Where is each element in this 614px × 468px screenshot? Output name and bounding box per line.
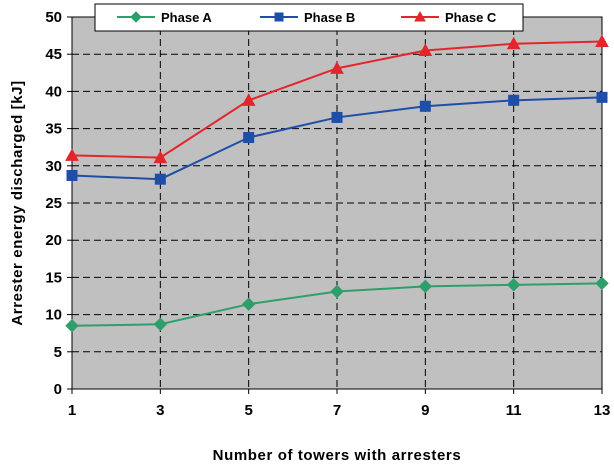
y-tick-label: 5 (54, 344, 62, 361)
data-point-phase-c (418, 43, 433, 56)
x-tick-label: 3 (156, 402, 164, 419)
x-axis-title: Number of towers with arresters (213, 447, 462, 464)
y-tick-label: 0 (54, 381, 62, 398)
data-point-phase-c (330, 61, 344, 74)
legend-label: Phase B (304, 10, 355, 25)
data-point-phase-c (241, 93, 256, 106)
series-phase-a (65, 276, 609, 333)
y-tick-label: 10 (45, 307, 62, 324)
series-layer (65, 34, 609, 333)
data-point-phase-b (66, 169, 78, 181)
legend-marker (414, 10, 426, 22)
data-point-phase-a (418, 279, 433, 294)
data-point-phase-c (595, 34, 609, 48)
data-point-phase-b (596, 91, 608, 103)
y-tick-label: 20 (45, 232, 62, 249)
series-phase-c (65, 34, 609, 164)
x-tick-label: 9 (421, 402, 429, 419)
data-point-phase-c (153, 150, 168, 164)
data-point-phase-b (243, 132, 255, 144)
data-point-phase-a (65, 319, 79, 333)
y-tick-label: 35 (45, 121, 62, 138)
data-point-phase-a (595, 276, 609, 291)
data-point-phase-a (153, 317, 168, 331)
data-point-phase-c (65, 148, 79, 161)
x-tick-label: 11 (506, 402, 522, 419)
y-tick-label: 45 (45, 46, 62, 63)
legend-items: Phase A Phase B Phase C (117, 10, 497, 25)
y-tick-label: 50 (45, 9, 62, 26)
legend-marker (130, 11, 142, 23)
legend-item-phase-a: Phase A (117, 10, 212, 25)
y-tick-label: 25 (45, 195, 62, 212)
y-tick-label: 15 (45, 269, 62, 286)
y-tick-label: 40 (45, 83, 62, 100)
data-point-phase-a (241, 297, 256, 311)
data-point-phase-a (506, 278, 521, 292)
y-axis-title: Arrester energy discharged [kJ] (9, 80, 26, 325)
data-point-phase-a (330, 284, 344, 299)
legend-label: Phase A (161, 10, 212, 25)
series-phase-b (66, 91, 608, 185)
legend: Phase A Phase B Phase C (94, 3, 524, 32)
legend-box (94, 3, 524, 32)
data-point-phase-b (154, 173, 166, 185)
x-tick-label: 7 (333, 402, 341, 419)
data-point-phase-c (506, 36, 521, 50)
legend-marker (274, 12, 284, 22)
legend-item-phase-b: Phase B (260, 10, 355, 25)
x-tick-label: 1 (68, 402, 76, 419)
axes (67, 16, 603, 394)
data-point-phase-b (508, 94, 520, 106)
x-tick-label: 13 (594, 402, 611, 419)
legend-label: Phase C (445, 10, 497, 25)
data-point-phase-b (331, 111, 343, 123)
y-tick-label: 30 (45, 158, 62, 175)
legend-item-phase-c: Phase C (401, 10, 497, 25)
x-tick-label: 5 (244, 402, 252, 419)
data-point-phase-b (419, 100, 431, 112)
